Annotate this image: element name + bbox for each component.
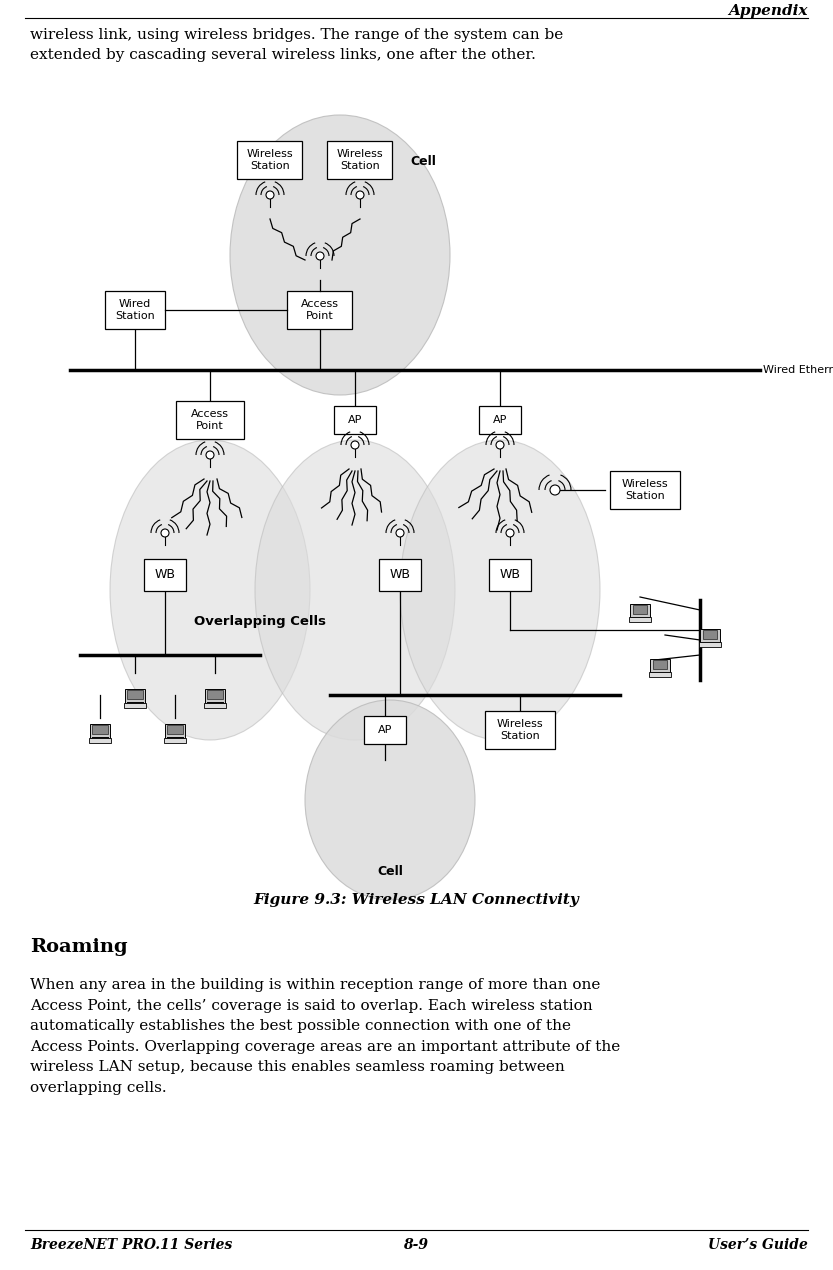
Text: 8-9: 8-9 [403,1238,428,1252]
FancyBboxPatch shape [165,724,185,738]
Text: Wireless
Station: Wireless Station [247,149,293,170]
Text: WB: WB [154,569,176,582]
Text: BreezeNET PRO.11 Series: BreezeNET PRO.11 Series [30,1238,232,1252]
FancyBboxPatch shape [489,559,531,591]
Text: User’s Guide: User’s Guide [708,1238,808,1252]
FancyBboxPatch shape [479,406,521,434]
FancyBboxPatch shape [203,702,227,707]
FancyBboxPatch shape [651,659,670,673]
Ellipse shape [305,700,475,900]
FancyBboxPatch shape [237,141,302,179]
FancyBboxPatch shape [205,690,225,702]
Text: Cell: Cell [410,155,436,168]
Text: Access
Point: Access Point [191,409,229,431]
FancyBboxPatch shape [144,559,186,591]
FancyBboxPatch shape [287,291,352,329]
Circle shape [356,190,364,199]
Text: AP: AP [493,415,507,425]
FancyBboxPatch shape [105,291,165,329]
Text: Overlapping Cells: Overlapping Cells [194,615,326,627]
Text: Wireless
Station: Wireless Station [337,149,383,170]
Ellipse shape [110,439,310,740]
Text: Figure 9.3: Wireless LAN Connectivity: Figure 9.3: Wireless LAN Connectivity [253,893,579,907]
Ellipse shape [400,439,600,740]
Text: AP: AP [348,415,362,425]
FancyBboxPatch shape [207,690,222,698]
Ellipse shape [230,116,450,395]
FancyBboxPatch shape [163,738,187,743]
Text: Appendix: Appendix [729,4,808,18]
FancyBboxPatch shape [167,725,182,734]
FancyBboxPatch shape [701,630,720,643]
Text: Roaming: Roaming [30,939,127,956]
Circle shape [351,441,359,450]
Circle shape [206,451,214,458]
FancyBboxPatch shape [633,606,647,613]
FancyBboxPatch shape [176,401,244,439]
FancyBboxPatch shape [90,724,110,738]
Circle shape [161,530,169,537]
FancyBboxPatch shape [123,702,147,707]
FancyBboxPatch shape [653,660,667,669]
Circle shape [266,190,274,199]
FancyBboxPatch shape [327,141,392,179]
FancyBboxPatch shape [629,617,651,622]
Circle shape [316,251,324,260]
Circle shape [550,485,560,495]
FancyBboxPatch shape [92,725,107,734]
FancyBboxPatch shape [88,738,112,743]
Text: Access
Point: Access Point [301,300,339,321]
FancyBboxPatch shape [125,690,145,702]
Text: WB: WB [390,569,411,582]
FancyBboxPatch shape [649,672,671,677]
Text: Wired
Station: Wired Station [115,300,155,321]
Text: Cell: Cell [377,865,403,878]
FancyBboxPatch shape [699,643,721,648]
Text: Wireless
Station: Wireless Station [621,479,668,500]
Text: wireless link, using wireless bridges. The range of the system can be
extended b: wireless link, using wireless bridges. T… [30,28,563,62]
FancyBboxPatch shape [703,630,717,639]
FancyBboxPatch shape [610,471,680,509]
Text: WB: WB [500,569,521,582]
Text: Wired Ethernet: Wired Ethernet [763,364,833,375]
Circle shape [396,530,404,537]
Ellipse shape [255,439,455,740]
Text: Wireless
Station: Wireless Station [496,719,543,740]
FancyBboxPatch shape [364,716,406,744]
Circle shape [506,530,514,537]
FancyBboxPatch shape [485,711,555,749]
Text: AP: AP [378,725,392,735]
FancyBboxPatch shape [631,605,650,617]
Circle shape [496,441,504,450]
FancyBboxPatch shape [334,406,376,434]
Text: When any area in the building is within reception range of more than one
Access : When any area in the building is within … [30,978,621,1095]
FancyBboxPatch shape [379,559,421,591]
FancyBboxPatch shape [127,690,142,698]
